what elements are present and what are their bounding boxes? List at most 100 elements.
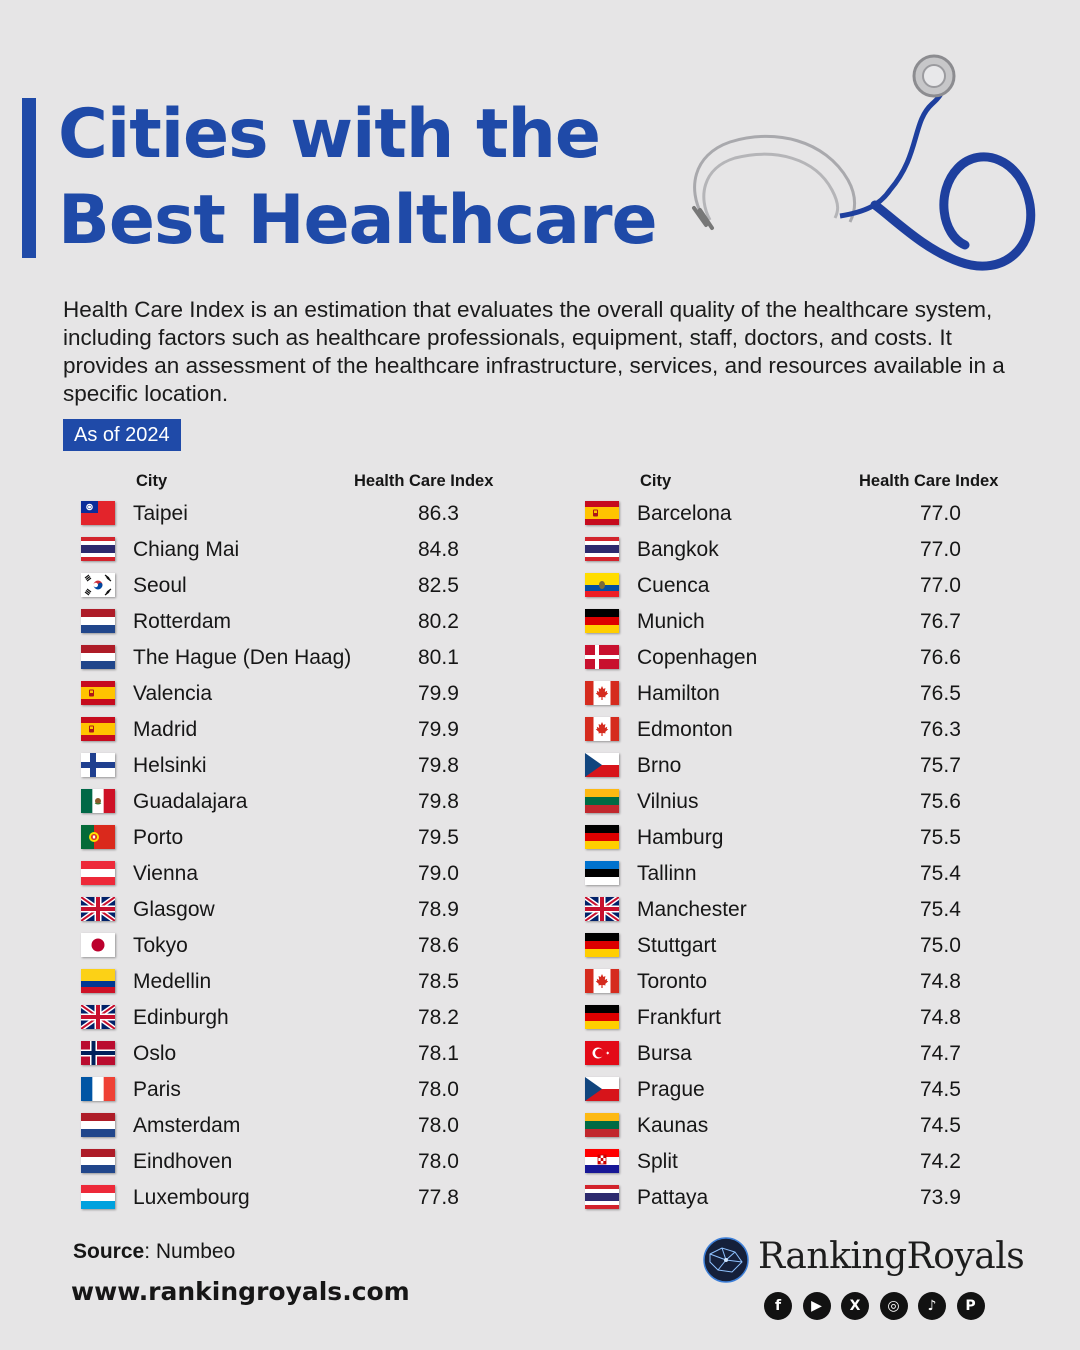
table-row: Valencia 79.9: [78, 676, 548, 712]
table-row: Taipei 86.3: [78, 496, 548, 532]
city-name: Glasgow: [133, 898, 215, 921]
health-care-index-value: 79.8: [418, 790, 459, 813]
city-name: Oslo: [133, 1042, 177, 1065]
health-care-index-value: 79.9: [418, 682, 459, 705]
flag-finland-icon: [81, 753, 115, 777]
table-row: Rotterdam 80.2: [78, 604, 548, 640]
table-row: Vilnius 75.6: [582, 784, 1052, 820]
tiktok-icon[interactable]: ♪: [918, 1292, 946, 1320]
table-header: City Health Care Index: [582, 468, 1052, 496]
table-row: Tallinn 75.4: [582, 856, 1052, 892]
city-name: Prague: [637, 1078, 705, 1101]
table-row: Medellin 78.5: [78, 964, 548, 1000]
flag-netherlands-icon: [81, 609, 115, 633]
instagram-icon[interactable]: ◎: [879, 1292, 908, 1320]
health-care-index-value: 76.7: [920, 610, 961, 633]
city-name: Hamilton: [637, 682, 720, 705]
health-care-index-value: 73.9: [920, 1186, 961, 1209]
health-care-index-value: 78.9: [418, 898, 459, 921]
title-line-2: Best Healthcare: [58, 181, 658, 260]
table-row: Hamburg 75.5: [582, 820, 1052, 856]
city-name: Frankfurt: [637, 1006, 722, 1029]
table-row: Guadalajara 79.8: [78, 784, 548, 820]
health-care-index-value: 80.1: [418, 646, 459, 669]
city-name: Chiang Mai: [133, 538, 240, 561]
youtube-icon[interactable]: ▶: [802, 1292, 831, 1320]
flag-south-korea-icon: [81, 573, 115, 597]
column-header-city: City: [136, 472, 168, 490]
table-row: Kaunas 74.5: [582, 1108, 1052, 1144]
table-row: Glasgow 78.9: [78, 892, 548, 928]
health-care-index-value: 78.6: [418, 934, 459, 957]
health-care-index-value: 79.5: [418, 826, 459, 849]
flag-spain-icon: [81, 717, 115, 741]
city-name: Kaunas: [637, 1114, 709, 1137]
x-icon[interactable]: X: [841, 1292, 869, 1320]
flag-canada-icon: [585, 969, 619, 993]
health-care-index-value: 74.2: [920, 1150, 961, 1173]
flag-germany-icon: [585, 609, 619, 633]
city-name: Luxembourg: [133, 1186, 250, 1209]
flag-netherlands-icon: [81, 1113, 115, 1137]
health-care-index-value: 76.6: [920, 646, 961, 669]
table-row: Tokyo 78.6: [78, 928, 548, 964]
flag-netherlands-icon: [81, 1149, 115, 1173]
table-row: Prague 74.5: [582, 1072, 1052, 1108]
health-care-index-value: 74.8: [920, 1006, 961, 1029]
table-row: Bangkok 77.0: [582, 532, 1052, 568]
table-row: Seoul 82.5: [78, 568, 548, 604]
city-name: Guadalajara: [133, 790, 248, 813]
flag-luxembourg-icon: [81, 1185, 115, 1209]
city-name: Medellin: [133, 970, 212, 993]
city-name: Bangkok: [637, 538, 719, 561]
flag-lithuania-icon: [585, 1113, 619, 1137]
table-row: Helsinki 79.8: [78, 748, 548, 784]
flag-lithuania-icon: [585, 789, 619, 813]
health-care-index-value: 78.2: [418, 1006, 459, 1029]
description: Health Care Index is an estimation that …: [63, 297, 1005, 406]
health-care-index-value: 75.0: [920, 934, 961, 957]
flag-colombia-icon: [81, 969, 115, 993]
title-accent-bar: [22, 98, 36, 258]
flag-thailand-icon: [81, 537, 115, 561]
table-row: Porto 79.5: [78, 820, 548, 856]
health-care-index-value: 84.8: [418, 538, 459, 561]
city-name: Eindhoven: [133, 1150, 233, 1173]
source-note: Source: Numbeo: [73, 1240, 235, 1264]
flag-france-icon: [81, 1077, 115, 1101]
column-header-city: City: [640, 472, 672, 490]
city-name: Bursa: [637, 1042, 692, 1065]
flag-spain-icon: [81, 681, 115, 705]
table-row: Oslo 78.1: [78, 1036, 548, 1072]
city-name: Tallinn: [637, 862, 697, 885]
table-header: City Health Care Index: [78, 468, 548, 496]
city-name: Barcelona: [637, 502, 732, 525]
table-row: Madrid 79.9: [78, 712, 548, 748]
health-care-index-value: 78.0: [418, 1114, 459, 1137]
health-care-index-value: 79.0: [418, 862, 459, 885]
pinterest-icon[interactable]: P: [956, 1292, 985, 1320]
table-row: Stuttgart 75.0: [582, 928, 1052, 964]
flag-denmark-icon: [585, 645, 619, 669]
city-name: Brno: [637, 754, 682, 777]
flag-spain-icon: [585, 501, 619, 525]
facebook-icon[interactable]: f: [764, 1292, 792, 1320]
health-care-index-value: 76.3: [920, 718, 961, 741]
city-name: Madrid: [133, 718, 198, 741]
health-care-index-value: 74.7: [920, 1042, 961, 1065]
city-name: Paris: [133, 1078, 181, 1101]
city-name: Vilnius: [637, 790, 699, 813]
flag-netherlands-icon: [81, 645, 115, 669]
city-name: Valencia: [133, 682, 212, 705]
health-care-index-value: 79.8: [418, 754, 459, 777]
table-row: Hamilton 76.5: [582, 676, 1052, 712]
city-name: Manchester: [637, 898, 747, 921]
flag-japan-icon: [81, 933, 115, 957]
flag-germany-icon: [585, 1005, 619, 1029]
city-name: Split: [637, 1150, 678, 1173]
flag-canada-icon: [585, 681, 619, 705]
website-link[interactable]: www.rankingroyals.com: [71, 1277, 410, 1306]
health-care-index-value: 82.5: [418, 574, 459, 597]
table-row: Frankfurt 74.8: [582, 1000, 1052, 1036]
health-care-index-value: 78.0: [418, 1078, 459, 1101]
